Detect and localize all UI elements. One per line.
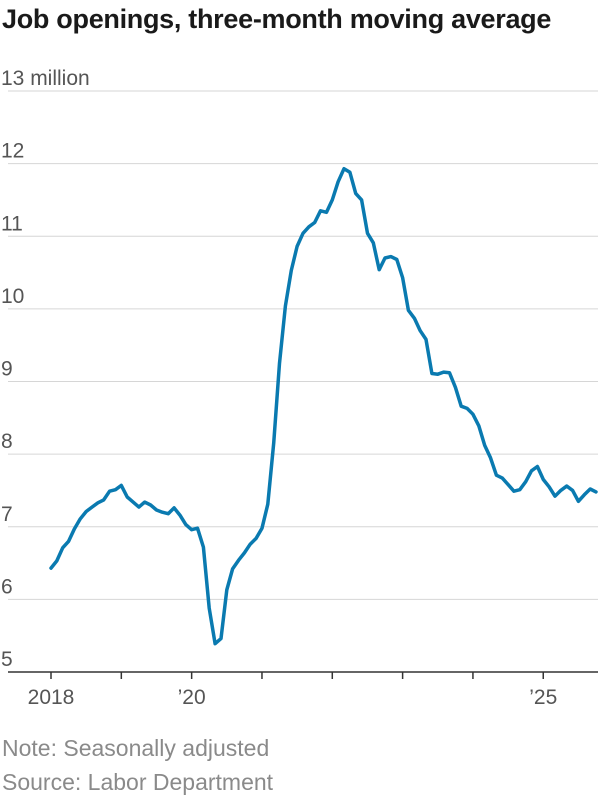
y-axis-ticks: 13 million 12 11 10 9 8 7 6 5 [1, 67, 90, 671]
gridlines [8, 90, 598, 600]
y-tick-label: 7 [1, 503, 13, 526]
x-axis: 2018 ’20 ’25 [8, 671, 598, 709]
chart-note: Note: Seasonally adjusted [2, 735, 270, 761]
chart-source: Source: Labor Department [2, 769, 274, 795]
series-line-1 [49, 166, 598, 646]
chart-title: Job openings, three-month moving average [2, 4, 552, 34]
series-group [49, 166, 598, 646]
y-tick-label: 10 [1, 285, 24, 308]
x-tick-label: ’25 [529, 686, 557, 709]
y-tick-label: 12 [1, 140, 24, 163]
x-tick-label: 2018 [28, 686, 75, 709]
y-tick-label: 8 [1, 430, 13, 453]
y-tick-label: 11 [1, 212, 23, 235]
y-tick-label: 5 [1, 648, 13, 671]
y-tick-label: 13 million [1, 67, 90, 90]
y-tick-label: 6 [1, 575, 13, 598]
x-tick-label: ’20 [178, 686, 206, 709]
y-tick-label: 9 [1, 358, 13, 381]
